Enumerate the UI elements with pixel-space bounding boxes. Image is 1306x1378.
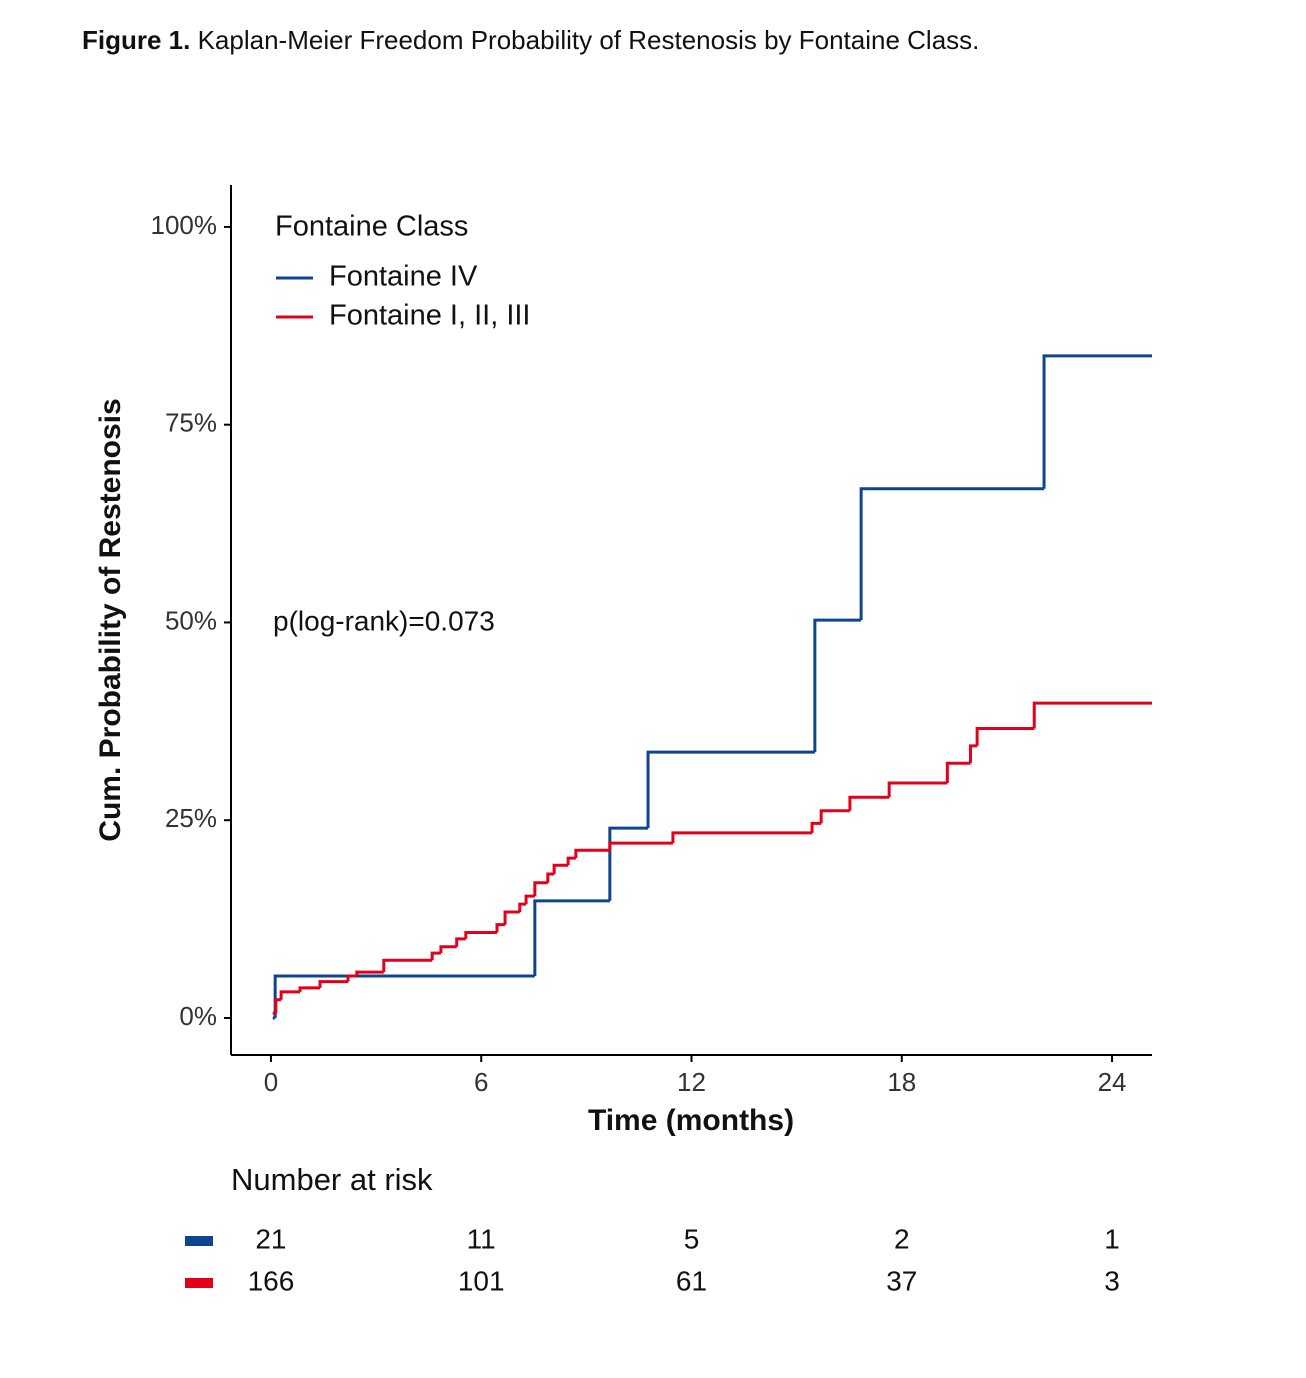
x-tick-label: 24 xyxy=(1098,1067,1127,1097)
step-segment xyxy=(887,781,948,798)
step-segment xyxy=(495,923,506,933)
step-segment xyxy=(346,974,357,982)
step-segment xyxy=(533,881,548,897)
legend-label: Fontaine IV xyxy=(329,261,478,293)
y-tick-label: 50% xyxy=(165,605,217,635)
step-segment xyxy=(566,856,576,866)
annotation: p(log-rank)=0.073 xyxy=(273,605,495,636)
step-segment xyxy=(1032,701,1152,729)
risk-count: 37 xyxy=(886,1265,917,1296)
risk-count: 166 xyxy=(248,1265,295,1296)
step-segment xyxy=(813,618,862,753)
step-segment xyxy=(546,872,555,883)
step-segment xyxy=(533,899,610,977)
y-tick-label: 75% xyxy=(165,408,217,438)
y-axis-label: Cum. Probability of Restenosis xyxy=(94,398,127,841)
step-segment xyxy=(439,945,457,954)
step-segment xyxy=(975,726,1035,746)
step-segment xyxy=(671,831,813,844)
step-segment xyxy=(552,863,569,875)
caption: Figure 1. Kaplan-Meier Freedom Probabili… xyxy=(82,25,979,55)
risk-count: 3 xyxy=(1104,1265,1120,1296)
step-segment xyxy=(455,937,466,947)
risk-count: 5 xyxy=(684,1223,700,1254)
x-axis-label: Time (months) xyxy=(588,1104,794,1137)
step-segment xyxy=(810,821,822,833)
step-segment xyxy=(524,894,535,905)
step-segment xyxy=(355,970,384,977)
step-segment xyxy=(503,910,520,925)
risk-count: 1 xyxy=(1104,1223,1120,1254)
x-tick-label: 18 xyxy=(887,1067,916,1097)
step-segment xyxy=(430,951,441,961)
step-segment xyxy=(1042,354,1152,489)
step-segment xyxy=(945,761,971,784)
step-segment xyxy=(968,744,978,764)
step-segment xyxy=(273,974,535,1018)
x-tick-label: 12 xyxy=(677,1067,706,1097)
step-segment xyxy=(646,750,815,829)
y-tick-label: 100% xyxy=(151,210,218,240)
risk-count: 61 xyxy=(676,1265,707,1296)
step-segment xyxy=(848,795,890,811)
step-segment xyxy=(574,848,610,859)
step-segment xyxy=(608,826,649,901)
risk-row-swatch xyxy=(185,1278,213,1288)
x-tick-label: 0 xyxy=(264,1067,278,1097)
y-tick-label: 0% xyxy=(179,1001,217,1031)
step-segment xyxy=(298,986,321,992)
legend-label: Fontaine I, II, III xyxy=(329,300,531,332)
step-segment xyxy=(464,931,497,939)
legend-title: Fontaine Class xyxy=(275,211,468,243)
step-segment xyxy=(819,809,850,824)
step-segment xyxy=(608,841,673,851)
risk-table-title: Number at risk xyxy=(231,1162,433,1197)
risk-count: 11 xyxy=(467,1223,496,1254)
step-segment xyxy=(859,487,1045,621)
x-tick-label: 6 xyxy=(474,1067,488,1097)
step-segment xyxy=(518,902,527,912)
step-segment xyxy=(382,958,433,973)
risk-count: 2 xyxy=(894,1223,910,1254)
risk-count: 21 xyxy=(255,1223,286,1254)
step-segment xyxy=(279,990,301,1000)
risk-row-swatch xyxy=(185,1236,213,1246)
step-segment xyxy=(274,998,282,1014)
step-segment xyxy=(318,980,349,988)
y-tick-label: 25% xyxy=(165,803,217,833)
caption-label: Figure 1. xyxy=(82,25,190,55)
caption-text: Kaplan-Meier Freedom Probability of Rest… xyxy=(198,25,980,55)
risk-count: 101 xyxy=(458,1265,505,1296)
